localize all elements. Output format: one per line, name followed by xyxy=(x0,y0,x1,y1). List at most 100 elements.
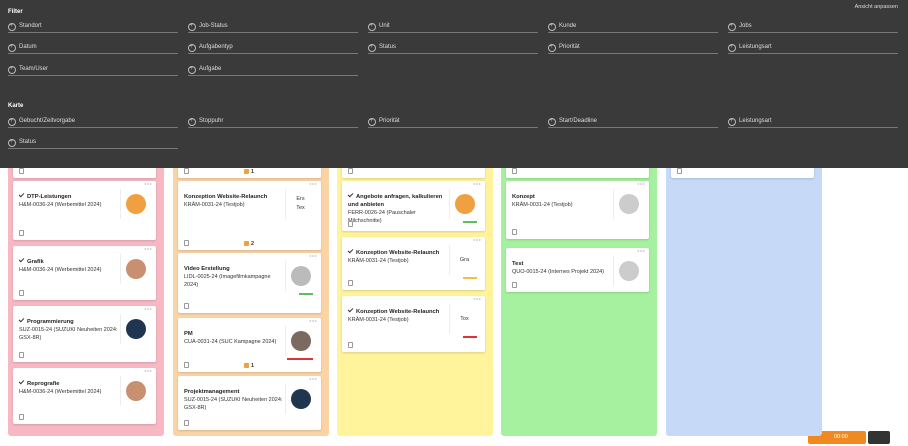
card-menu[interactable] xyxy=(144,370,152,372)
avatar xyxy=(125,259,146,279)
filter-field[interactable]: Job-Status xyxy=(188,22,358,33)
card-job: LIDL-0025-24 (Imagefilmkampagne 2024) xyxy=(184,274,271,288)
filter-field[interactable]: Priorität xyxy=(548,43,718,54)
card-menu[interactable] xyxy=(473,183,481,185)
filter-field[interactable]: Standort xyxy=(8,22,178,33)
card[interactable]: Konzeption Website-Relaunch KRÄM-0031-24 … xyxy=(342,237,485,290)
avatar xyxy=(290,389,311,409)
card[interactable]: Konzept KRÄM-0031-24 (Testjob) xyxy=(506,181,649,239)
card-menu[interactable] xyxy=(473,298,481,300)
card-title-text: Konzeption Website-Relaunch xyxy=(356,309,440,315)
assignee: Ers Tex xyxy=(285,189,315,219)
card-job: QUO-0015-24 (Internes Projekt 2024) xyxy=(512,269,605,275)
timer[interactable]: 00:00 xyxy=(808,431,866,444)
assignee-name: Ers xyxy=(296,196,305,202)
card-badge: 1 xyxy=(244,169,254,175)
avatar xyxy=(618,194,639,214)
doc-icon xyxy=(184,168,189,174)
assignee-name: Gra xyxy=(459,256,470,263)
filter-field[interactable]: Kunde xyxy=(548,22,718,33)
doc-icon xyxy=(19,230,24,236)
board-column: Konzept KRÄM-0031-24 (Testjob) Test QUO-001… xyxy=(501,150,657,436)
doc-icon xyxy=(677,168,682,174)
card[interactable]: Konzeption Website-Relaunch KRÄM-0031-24 … xyxy=(342,296,485,352)
card-title-text: Reprografie xyxy=(27,381,60,387)
card-body: Konzeption Website-Relaunch KRÄM-0031-24 … xyxy=(347,247,448,265)
card[interactable]: Video Erstellung LIDL-0025-24 (Imagefilmk… xyxy=(178,253,321,313)
filter-field[interactable]: Leistungsart xyxy=(728,117,898,128)
card-menu[interactable] xyxy=(309,320,317,322)
assignee xyxy=(120,314,150,344)
filter-field[interactable]: Leistungsart xyxy=(728,43,898,54)
card-title: Test xyxy=(512,260,612,268)
doc-icon xyxy=(348,168,353,174)
filter-field[interactable]: Aufgabe xyxy=(188,65,358,76)
card-title: Grafik xyxy=(18,256,119,266)
card-job: H&M-0036-24 (Werbemittel 2024) xyxy=(19,389,102,395)
card[interactable]: Grafik H&M-0036-24 (Werbemittel 2024) xyxy=(13,246,156,300)
doc-icon xyxy=(512,282,517,288)
card-menu[interactable] xyxy=(309,255,317,257)
check-icon xyxy=(347,191,354,198)
card-badge: 1 xyxy=(244,363,254,369)
filter-field[interactable]: Start/Deadline xyxy=(548,117,718,128)
card[interactable]: Angebote anfragen, kalkulieren und anbie… xyxy=(342,181,485,231)
filter-field[interactable]: Team/User xyxy=(8,65,178,76)
assignee xyxy=(285,261,315,291)
card[interactable]: PM CUA-0031-24 (SUC Kampagne 2024) 1 xyxy=(178,318,321,372)
assignee xyxy=(120,189,150,219)
card-menu[interactable] xyxy=(309,183,317,185)
doc-icon xyxy=(184,362,189,368)
avatar xyxy=(290,331,311,351)
filter-field[interactable]: Jobs xyxy=(728,22,898,33)
check-icon xyxy=(18,378,25,385)
view-button[interactable]: Ansicht anpassen xyxy=(854,4,898,10)
filter-field[interactable]: Status xyxy=(8,138,178,149)
assignee: Gra xyxy=(449,245,479,275)
card-title: Reprografie xyxy=(18,378,119,388)
card-title-text: Konzeption Website-Relaunch xyxy=(356,250,440,256)
card-body: Test QUO-0015-24 (Internes Projekt 2024) xyxy=(512,260,612,276)
tools[interactable] xyxy=(868,431,890,444)
avatar xyxy=(454,194,475,214)
card-menu[interactable] xyxy=(144,308,152,310)
filter-panel: Filter Ansicht anpassen Karte Standort Jo… xyxy=(0,0,908,168)
card[interactable]: Konzeption Website-Relaunch KRÄM-0031-24 … xyxy=(178,181,321,250)
card-menu[interactable] xyxy=(637,250,645,252)
card-job: SUZ-0015-24 (SUZUKI Neuheiten 2024: GSX-… xyxy=(184,397,283,411)
assignee xyxy=(613,189,643,219)
filter-field[interactable]: Stoppuhr xyxy=(188,117,358,128)
doc-icon xyxy=(184,240,189,246)
card[interactable]: Programmierung SUZ-0015-24 (SUZUKI Neuhei… xyxy=(13,306,156,362)
card-title: Konzeption Website-Relaunch xyxy=(347,247,448,257)
filter-field[interactable]: Aufgabentyp xyxy=(188,43,358,54)
card[interactable]: Test QUO-0015-24 (Internes Projekt 2024) xyxy=(506,248,649,292)
card[interactable]: Projektmanagement SUZ-0015-24 (SUZUKI Neu… xyxy=(178,376,321,430)
card-menu[interactable] xyxy=(144,248,152,250)
card-job: CUA-0031-24 (SUC Kampagne 2024) xyxy=(184,339,277,345)
card-job: KRÄM-0031-24 (Testjob) xyxy=(348,258,409,264)
filter-title: Filter xyxy=(8,9,23,15)
check-icon xyxy=(18,191,25,198)
card-title-text: Test xyxy=(512,261,524,267)
board-column xyxy=(666,150,822,436)
card-job: KRÄM-0031-24 (Testjob) xyxy=(512,202,573,208)
card-body: Konzeption Website-Relaunch KRÄM-0031-24 … xyxy=(347,306,448,324)
doc-icon xyxy=(348,280,353,286)
card-menu[interactable] xyxy=(473,239,481,241)
card-title: DTP-Leistungen xyxy=(18,191,119,201)
filter-field[interactable]: Datum xyxy=(8,43,178,54)
filter-field[interactable]: Priorität xyxy=(368,117,538,128)
card[interactable]: Reprografie H&M-0036-24 (Werbemittel 2024… xyxy=(13,368,156,424)
card-menu[interactable] xyxy=(637,183,645,185)
filter-field[interactable]: Status xyxy=(368,43,538,54)
card[interactable]: DTP-Leistungen H&M-0036-24 (Werbemittel 2… xyxy=(13,181,156,240)
card-title: Konzept xyxy=(512,193,612,201)
filter-field[interactable]: Unit xyxy=(368,22,538,33)
filter-field[interactable]: Gebucht/Zeitvorgabe xyxy=(8,117,178,128)
card-menu[interactable] xyxy=(309,378,317,380)
card-title: Angebote anfragen, kalkulieren und anbie… xyxy=(347,191,448,209)
card-menu[interactable] xyxy=(144,183,152,185)
doc-icon xyxy=(184,420,189,426)
